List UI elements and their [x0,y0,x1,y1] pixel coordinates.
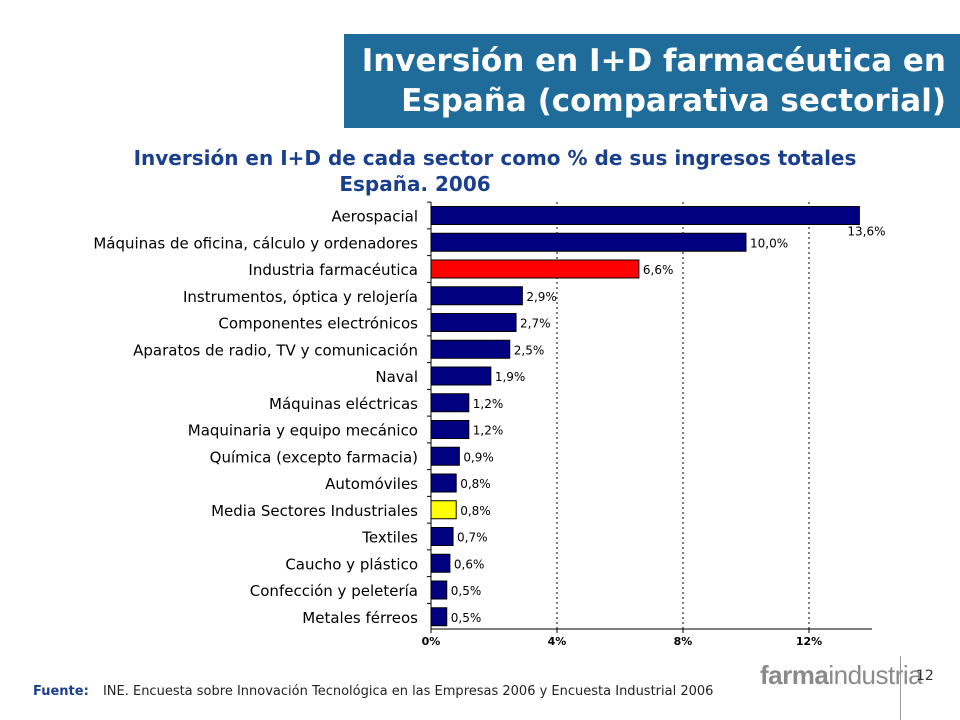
value-label-0: 13,6% [847,225,885,239]
bar-2 [430,259,640,279]
value-label-4: 2,7% [520,317,551,331]
category-label-8: Maquinaria y equipo mecánico [188,422,418,440]
logo-divider [900,656,901,720]
bar-8 [430,420,470,439]
bar-0 [430,206,860,225]
farmaindustria-logo: farmaindustria [760,660,923,691]
logo-part-2: industria [828,660,923,690]
bar-7 [430,393,470,413]
value-label-8: 1,2% [473,424,504,438]
bar-6 [430,366,492,386]
value-label-13: 0,6% [454,557,485,571]
value-label-9: 0,9% [463,450,494,464]
value-label-7: 1,2% [473,397,504,411]
x-tick-label-2: 8% [674,635,693,648]
value-label-10: 0,8% [460,477,491,491]
bar-1 [430,232,747,252]
category-label-1: Máquinas de oficina, cálculo y ordenador… [93,234,418,252]
slide-title-line-1: Inversión en I+D farmacéutica en [361,43,946,79]
slide-title-line-2: España (comparativa sectorial) [401,83,946,119]
chart-title: Inversión en I+D de cada sector como % d… [90,145,900,197]
bar-10 [430,473,457,493]
category-label-11: Media Sectores Industriales [211,502,418,520]
bar-15 [430,607,448,627]
category-label-5: Aparatos de radio, TV y comunicación [133,341,418,359]
bar-13 [430,553,451,573]
bar-9 [430,446,460,466]
footer: Fuente: INE. Encuesta sobre Innovación T… [33,684,713,699]
value-label-12: 0,7% [457,531,488,545]
category-label-12: Textiles [361,529,418,547]
category-label-14: Confección y peletería [250,582,418,600]
category-label-10: Automóviles [325,475,418,493]
value-label-3: 2,9% [526,290,557,304]
x-tick-label-3: 12% [796,635,822,648]
value-label-14: 0,5% [451,584,482,598]
bar-3 [430,286,523,306]
bar-4 [430,313,517,332]
category-label-0: Aerospacial [331,208,418,226]
footer-source-text: INE. Encuesta sobre Innovación Tecnológi… [102,684,714,699]
bar-12 [430,527,454,546]
category-label-15: Metales férreos [302,609,418,627]
category-label-9: Química (excepto farmacia) [210,448,418,466]
value-label-5: 2,5% [514,343,545,357]
category-label-4: Componentes electrónicos [218,315,418,333]
value-label-11: 0,8% [460,504,491,518]
page-number: 12 [916,668,934,684]
value-label-1: 10,0% [750,236,788,250]
category-label-6: Naval [375,368,418,386]
chart-subtitle: España. 2006 [339,172,491,196]
category-label-7: Máquinas eléctricas [269,395,418,413]
bar-5 [430,339,511,359]
value-label-6: 1,9% [495,370,525,384]
category-label-3: Instrumentos, óptica y relojería [183,288,418,306]
value-label-2: 6,6% [643,263,674,277]
x-tick-label-1: 4% [548,635,567,648]
value-label-15: 0,5% [451,611,482,625]
slide-title: Inversión en I+D farmacéutica en España … [344,34,960,128]
category-label-2: Industria farmacéutica [248,261,418,279]
chart-title-text: Inversión en I+D de cada sector como % d… [133,146,857,170]
logo-part-1: farma [760,660,829,690]
bar-14 [430,580,448,600]
x-tick-label-0: 0% [422,635,441,648]
bar-11 [430,500,457,520]
footer-source-label: Fuente: [33,684,89,699]
category-label-13: Caucho y plástico [285,555,418,573]
